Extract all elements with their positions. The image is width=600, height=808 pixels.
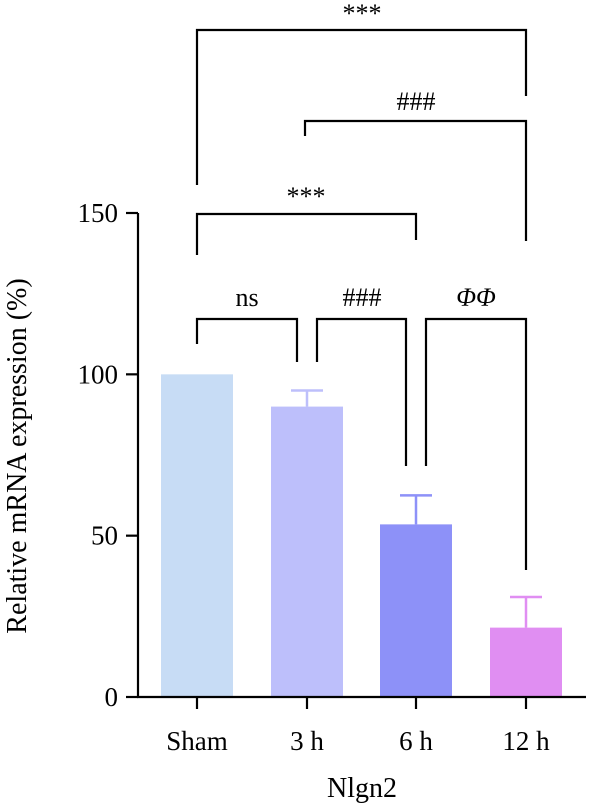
significance-label: ### (343, 283, 382, 312)
x-tick-label: 12 h (502, 726, 550, 756)
x-tick-label: 6 h (399, 726, 433, 756)
y-ticks-group: 0 50 100 150 (78, 198, 138, 712)
significance-bracket (315, 317, 408, 466)
x-ticks-group: Sham 3 h 6 h 12 h (166, 697, 550, 756)
significance-label: ns (235, 283, 258, 312)
significance-label: ### (397, 87, 436, 116)
x-axis-title: Nlgn2 (327, 773, 397, 804)
bar (380, 524, 452, 697)
significance-bracket (303, 119, 528, 241)
y-tick-label: 50 (91, 521, 118, 551)
y-tick-label: 0 (105, 682, 119, 712)
bar (161, 374, 233, 697)
significance-bracket (195, 28, 528, 185)
significance-label: *** (287, 182, 326, 211)
significance-label: *** (343, 0, 382, 28)
y-tick-label: 100 (78, 359, 119, 389)
significance-label: ΦΦ (456, 283, 496, 312)
x-tick-label: 3 h (290, 726, 324, 756)
axes-group (136, 213, 586, 699)
significance-bracket (195, 212, 418, 255)
significance-bracket (424, 317, 528, 570)
bar (271, 406, 343, 697)
y-tick-label: 150 (78, 198, 119, 228)
y-axis-title: Relative mRNA expression (%) (2, 278, 33, 633)
significance-bracket (195, 317, 299, 362)
error-bars-group (291, 389, 542, 628)
bars-group (161, 374, 562, 697)
significance-brackets-group: ns ### ΦΦ *** ### *** (195, 0, 528, 570)
bar (490, 627, 562, 697)
x-tick-label: Sham (166, 726, 228, 756)
